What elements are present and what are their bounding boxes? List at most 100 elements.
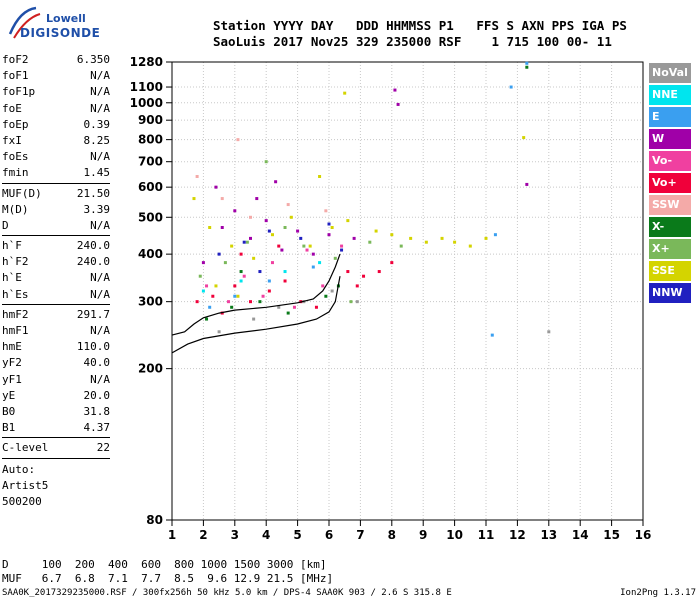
param-row: foF1p N/A <box>2 84 110 100</box>
x-tick-label: 16 <box>635 528 652 542</box>
legend-item-ssw: SSW <box>649 195 691 215</box>
data-point-w <box>280 248 284 252</box>
param-value: 40.0 <box>83 356 111 370</box>
y-tick-label: 600 <box>138 180 163 194</box>
data-point-sse <box>318 175 322 178</box>
legend-item-vo: Vo- <box>649 151 691 171</box>
y-tick-label: 800 <box>138 133 163 147</box>
logo-line2: DIGISONDE <box>20 26 101 40</box>
param-name: fxI <box>2 133 22 147</box>
param-name: h`F <box>2 239 22 253</box>
param-row: MUF(D) 21.50 <box>2 186 110 202</box>
data-point-x <box>324 294 328 298</box>
param-value: 240.0 <box>76 239 110 253</box>
data-point-noval <box>277 305 281 309</box>
data-point-sse <box>208 225 212 229</box>
data-point-x <box>198 274 202 278</box>
data-point-vo <box>195 300 199 304</box>
y-tick-label: 200 <box>138 362 163 376</box>
data-point-nnw <box>258 270 262 274</box>
x-tick-label: 15 <box>603 528 620 542</box>
param-value: N/A <box>90 324 110 337</box>
data-point-vo <box>233 284 237 288</box>
data-point-e <box>490 333 494 337</box>
data-point-nnw <box>340 248 344 252</box>
data-point-w <box>352 236 356 240</box>
param-row: B0 31.8 <box>2 404 110 420</box>
data-point-sse <box>192 197 196 201</box>
param-value: 31.8 <box>83 404 111 418</box>
data-point-nne <box>283 270 287 274</box>
data-point-noval <box>355 300 359 304</box>
data-point-sse <box>230 244 234 248</box>
param-row: h`F2 240.0 <box>2 254 110 270</box>
param-value: 21.50 <box>76 186 110 200</box>
data-point-sse <box>522 136 526 140</box>
param-value: 110.0 <box>76 340 110 354</box>
data-point-sse <box>374 229 378 233</box>
param-row: foE N/A <box>2 101 110 117</box>
param-name: foF1 <box>2 69 29 83</box>
y-tick-label: 900 <box>138 113 163 127</box>
param-value: 0.39 <box>83 117 111 131</box>
legend-item-x: X+ <box>649 239 691 259</box>
y-tick-label: 1280 <box>130 55 163 69</box>
param-name: foE <box>2 101 22 115</box>
data-point-x <box>349 300 353 304</box>
data-point-vo <box>377 270 381 274</box>
profile-lower-curve <box>171 276 341 354</box>
data-point-vo <box>249 300 252 304</box>
param-value: 291.7 <box>76 307 110 321</box>
lowell-digisonde-logo: Lowell DIGISONDE <box>6 4 156 44</box>
data-point-vo <box>239 252 243 256</box>
data-point-vo <box>390 261 394 265</box>
param-name: M(D) <box>2 202 29 216</box>
data-point-ssw <box>286 203 290 207</box>
data-point-sse <box>289 215 293 219</box>
data-point-vo <box>211 294 215 298</box>
data-point-e <box>233 294 237 298</box>
param-row: D N/A <box>2 218 110 234</box>
x-tick-label: 12 <box>509 528 526 542</box>
param-row: yF2 40.0 <box>2 355 110 371</box>
param-row: h`F 240.0 <box>2 238 110 254</box>
data-point-sse <box>453 240 457 244</box>
param-divider <box>2 303 110 305</box>
data-point-x <box>286 311 290 315</box>
x-tick-label: 5 <box>293 528 301 542</box>
legend-item-nnw: NNW <box>649 283 691 303</box>
data-point-w <box>249 236 252 240</box>
param-name: D <box>2 218 9 232</box>
data-point-w <box>327 233 331 237</box>
data-point-vo <box>340 244 344 248</box>
data-point-vo <box>355 284 359 288</box>
param-row: foEs N/A <box>2 149 110 165</box>
y-tick-label: 500 <box>138 210 163 224</box>
param-value: N/A <box>90 372 110 386</box>
data-point-x <box>368 240 372 244</box>
data-point-vo <box>242 274 246 278</box>
param-row: yE 20.0 <box>2 388 110 404</box>
y-tick-label: 80 <box>146 513 163 527</box>
muf-frequency-row: MUF 6.7 6.8 7.1 7.7 8.5 9.6 12.9 21.5 [M… <box>2 572 334 585</box>
y-tick-label: 300 <box>138 295 163 309</box>
data-point-e <box>509 85 513 89</box>
x-tick-label: 13 <box>540 528 557 542</box>
param-row: foEp 0.39 <box>2 117 110 133</box>
legend-item-x: X- <box>649 217 691 237</box>
param-name: B0 <box>2 404 16 418</box>
param-name: yF1 <box>2 372 22 386</box>
data-point-vo <box>314 305 318 309</box>
param-name: hmE <box>2 340 22 354</box>
data-point-x <box>205 317 209 321</box>
data-point-x <box>245 240 249 244</box>
footer-version: Ion2Png 1.3.17 <box>620 588 696 598</box>
auto-line: Artist5 <box>2 479 49 492</box>
param-divider <box>2 182 110 184</box>
plot-frame <box>171 61 644 521</box>
data-point-noval <box>217 330 221 334</box>
data-point-e <box>493 233 497 237</box>
data-point-x <box>230 305 234 309</box>
data-point-sse <box>346 219 350 223</box>
param-value: 1.45 <box>83 166 111 180</box>
